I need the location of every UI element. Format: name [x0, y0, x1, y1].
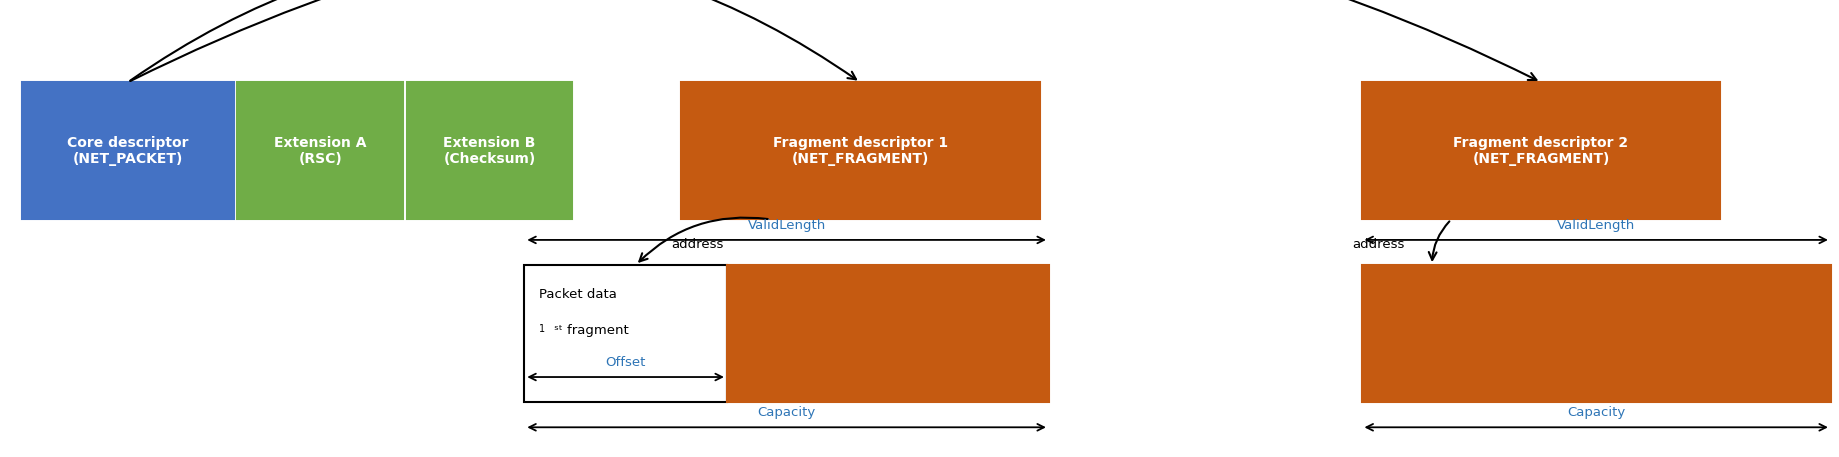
Text: Extension B
(Checksum): Extension B (Checksum) — [443, 136, 535, 166]
FancyBboxPatch shape — [406, 82, 572, 219]
Text: Offset: Offset — [605, 356, 645, 369]
Text: Fragment descriptor 2
(NET_FRAGMENT): Fragment descriptor 2 (NET_FRAGMENT) — [1453, 136, 1628, 166]
FancyBboxPatch shape — [680, 82, 1039, 219]
FancyBboxPatch shape — [237, 82, 403, 219]
FancyBboxPatch shape — [1361, 82, 1719, 219]
Text: Capacity: Capacity — [758, 406, 815, 419]
Text: ValidLength: ValidLength — [1556, 219, 1635, 232]
Text: Packet data: Packet data — [539, 288, 616, 301]
Text: address: address — [671, 238, 723, 250]
Text: ˢᵗ fragment: ˢᵗ fragment — [554, 324, 629, 337]
FancyBboxPatch shape — [726, 265, 1048, 402]
Text: address: address — [1352, 238, 1403, 250]
Text: Fragment descriptor 1
(NET_FRAGMENT): Fragment descriptor 1 (NET_FRAGMENT) — [772, 136, 947, 166]
FancyBboxPatch shape — [22, 82, 234, 219]
Text: Core descriptor
(NET_PACKET): Core descriptor (NET_PACKET) — [66, 136, 189, 166]
Text: ValidLength: ValidLength — [747, 219, 826, 232]
Text: Extension A
(RSC): Extension A (RSC) — [274, 136, 366, 166]
Text: Capacity: Capacity — [1567, 406, 1624, 419]
FancyBboxPatch shape — [524, 265, 726, 402]
FancyBboxPatch shape — [1361, 265, 1830, 402]
Text: 1: 1 — [539, 324, 544, 335]
